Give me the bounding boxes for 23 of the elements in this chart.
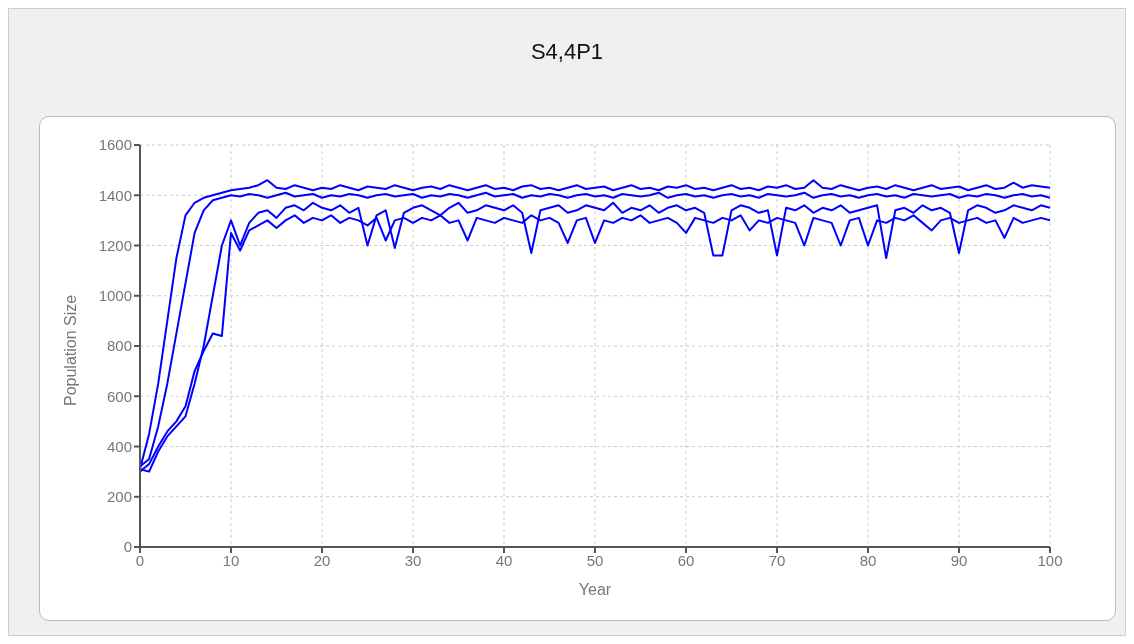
x-axis-title: Year [578, 581, 612, 598]
y-tick-label: 1200 [98, 236, 132, 254]
x-tick-label: 20 [313, 551, 331, 569]
y-tick-label: 400 [106, 437, 132, 455]
x-tick-label: 90 [950, 551, 968, 569]
y-tick-label: 1600 [98, 136, 132, 154]
x-tick-label: 30 [404, 551, 422, 569]
x-tick-label: 100 [1037, 551, 1063, 569]
y-tick-label: 600 [106, 387, 132, 405]
y-tick-label: 0 [123, 538, 132, 556]
x-tick-label: 10 [222, 551, 240, 569]
x-tick-label: 60 [677, 551, 695, 569]
y-tick-label: 200 [106, 488, 132, 506]
y-tick-label: 800 [106, 337, 132, 355]
y-tick-label: 1000 [98, 287, 132, 305]
y-axis-title: Population Size [61, 294, 79, 406]
y-tick-label: 1400 [98, 186, 132, 204]
x-tick-label: 50 [586, 551, 604, 569]
x-tick-label: 0 [135, 551, 145, 569]
x-tick-label: 40 [495, 551, 513, 569]
x-tick-label: 70 [768, 551, 786, 569]
chart-title: S4,4P1 [529, 39, 605, 65]
x-tick-label: 80 [859, 551, 877, 569]
